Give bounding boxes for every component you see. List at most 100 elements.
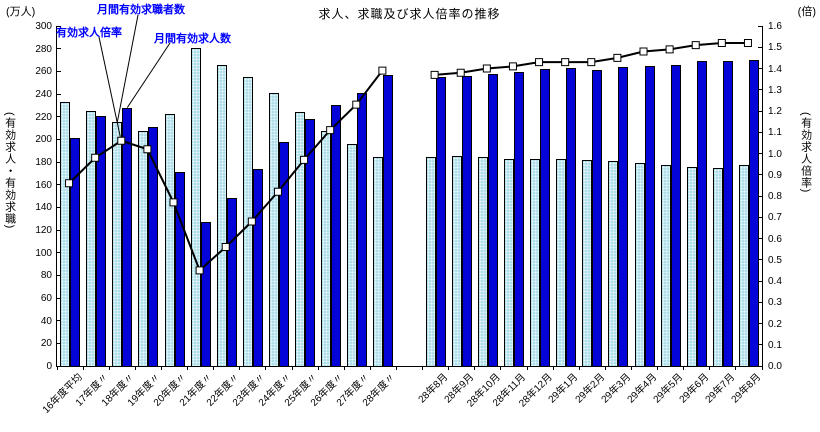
ratio-marker [169, 198, 178, 207]
left-axis-tick-label: 80 [40, 270, 52, 282]
right-axis-tick [758, 25, 762, 27]
x-axis-tick [422, 366, 424, 370]
right-axis-tick-label: 0.2 [768, 318, 782, 330]
right-axis-tick [758, 238, 762, 239]
right-axis-tick-label: 0.0 [768, 361, 782, 372]
left-axis-tick [57, 138, 61, 140]
bar-offers [461, 75, 472, 366]
bar-seekers [425, 157, 436, 366]
bar-offers [722, 61, 733, 366]
bar-offers [148, 126, 159, 366]
x-axis-tick [526, 366, 528, 370]
right-axis-tick [758, 174, 762, 176]
x-axis-tick [317, 366, 319, 370]
right-axis-tick [758, 153, 762, 154]
right-axis-tick-label: 1.3 [768, 84, 782, 96]
ratio-marker [247, 217, 256, 226]
ratio-marker [613, 53, 622, 62]
bar-offers [252, 168, 263, 366]
right-axis-tick-label: 0.8 [768, 191, 782, 202]
ratio-marker [717, 39, 726, 47]
right-axis-tick-label: 1.4 [768, 63, 782, 75]
bar-offers [566, 67, 577, 366]
bar-seekers [634, 163, 645, 366]
left-axis-tick-label: 260 [35, 66, 52, 78]
right-axis-tick [758, 195, 762, 197]
left-axis-tick [57, 116, 61, 118]
x-axis-tick [761, 366, 763, 370]
left-axis-tick-label: 60 [40, 293, 52, 304]
bar-seekers [268, 92, 279, 366]
plot-area [56, 25, 763, 370]
x-axis-tick [552, 366, 554, 370]
left-axis-tick [57, 48, 61, 50]
ratio-marker [91, 153, 100, 162]
bar-offers [331, 105, 342, 366]
bar-offers [226, 198, 237, 366]
x-axis-category-label: 29年8月 [553, 369, 764, 406]
bar-offers [70, 138, 81, 366]
left-axis-tick [57, 365, 61, 367]
x-axis-tick [604, 366, 606, 370]
right-axis-tick [758, 365, 762, 367]
bar-offers [200, 222, 211, 366]
left-axis-tick-label: 280 [35, 43, 52, 55]
x-axis-tick [82, 366, 84, 370]
left-axis-tick [57, 320, 61, 322]
ratio-marker [143, 145, 152, 154]
bar-seekers [347, 143, 358, 366]
bar-seekers [164, 114, 175, 366]
right-axis-tick [758, 344, 762, 346]
ratio-marker [508, 62, 517, 71]
left-axis-tick-label: 180 [35, 157, 52, 168]
ratio-line-annual [68, 70, 384, 273]
bar-offers [278, 141, 289, 366]
left-axis-tick [57, 229, 61, 231]
bar-seekers [190, 47, 201, 366]
left-axis-tick [57, 161, 61, 163]
ratio-marker [456, 68, 465, 77]
x-axis-tick [239, 366, 241, 370]
right-axis-unit: (倍) [797, 6, 816, 18]
bar-seekers [295, 112, 306, 366]
left-axis-title: (有効求人・有効求職) [3, 112, 16, 230]
left-axis-tick-label: 160 [35, 179, 52, 191]
x-axis-tick [735, 366, 737, 370]
x-axis-category-label-text: 29年8月 [729, 371, 764, 406]
right-axis-tick-label: 0.6 [768, 233, 782, 245]
bar-offers [618, 66, 629, 366]
bar-offers [748, 60, 759, 366]
left-axis-tick-label: 200 [35, 134, 52, 146]
chart-title: 求人、求職及び求人倍率の推移 [318, 7, 501, 21]
bar-offers [174, 172, 185, 366]
left-axis-tick-label: 20 [40, 338, 52, 350]
ratio-marker [743, 39, 752, 47]
left-axis-tick [57, 342, 61, 344]
bar-seekers [451, 156, 462, 366]
left-axis-tick-label: 240 [35, 89, 52, 100]
x-axis-tick [683, 366, 685, 370]
bar-seekers [556, 158, 567, 366]
bar-offers [670, 64, 681, 366]
right-axis-tick-label: 1.6 [768, 21, 782, 32]
ratio-marker [482, 64, 491, 73]
bar-seekers [216, 64, 227, 366]
bar-seekers [477, 157, 488, 366]
bar-offers [513, 72, 524, 366]
x-axis-tick [369, 366, 371, 370]
left-axis-tick-label: 300 [35, 21, 52, 32]
bar-offers [696, 61, 707, 366]
x-axis-tick [395, 366, 397, 370]
ratio-marker [378, 66, 387, 75]
bar-offers [487, 73, 498, 366]
right-axis-tick-label: 0.3 [768, 297, 782, 309]
right-axis-tick [758, 280, 762, 282]
bar-offers [540, 69, 551, 366]
ratio-line-layer [65, 39, 752, 275]
bar-offers [435, 77, 446, 366]
right-axis-tick-label: 1.2 [768, 106, 782, 117]
right-axis-tick [758, 323, 762, 324]
x-axis-tick [500, 366, 502, 370]
ratio-marker [195, 266, 204, 275]
